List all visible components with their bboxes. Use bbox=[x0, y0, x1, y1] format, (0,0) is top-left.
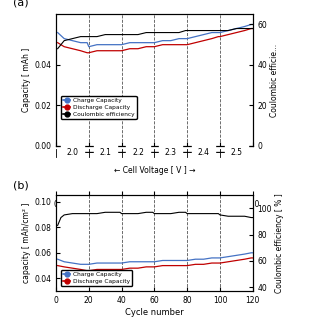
Text: 2.2: 2.2 bbox=[132, 148, 144, 157]
Text: 2.1: 2.1 bbox=[99, 148, 111, 157]
Text: 2.0: 2.0 bbox=[67, 148, 78, 157]
Y-axis label: Capacity [ mAh ]: Capacity [ mAh ] bbox=[22, 48, 31, 112]
Text: 2.4: 2.4 bbox=[198, 148, 210, 157]
Y-axis label: capacity [ mAh/cm² ]: capacity [ mAh/cm² ] bbox=[22, 203, 31, 284]
Y-axis label: Coulombic efficie...: Coulombic efficie... bbox=[270, 44, 279, 116]
Text: 2.5: 2.5 bbox=[230, 148, 243, 157]
Legend: Charge Capacity, Discharge Capacity, Coulombic efficiency: Charge Capacity, Discharge Capacity, Cou… bbox=[61, 96, 137, 119]
Text: ← Cell Voltage [ V ] →: ← Cell Voltage [ V ] → bbox=[114, 166, 195, 175]
Text: 2.3: 2.3 bbox=[165, 148, 177, 157]
Legend: Charge Capacity, Discharge Capacity: Charge Capacity, Discharge Capacity bbox=[61, 270, 132, 286]
Text: (a): (a) bbox=[13, 0, 28, 8]
X-axis label: Cycle number: Cycle number bbox=[125, 308, 184, 317]
Text: (b): (b) bbox=[13, 180, 28, 190]
X-axis label: Cycle number: Cycle number bbox=[125, 212, 184, 221]
Y-axis label: Coulombic efficiency [ % ]: Coulombic efficiency [ % ] bbox=[275, 193, 284, 293]
